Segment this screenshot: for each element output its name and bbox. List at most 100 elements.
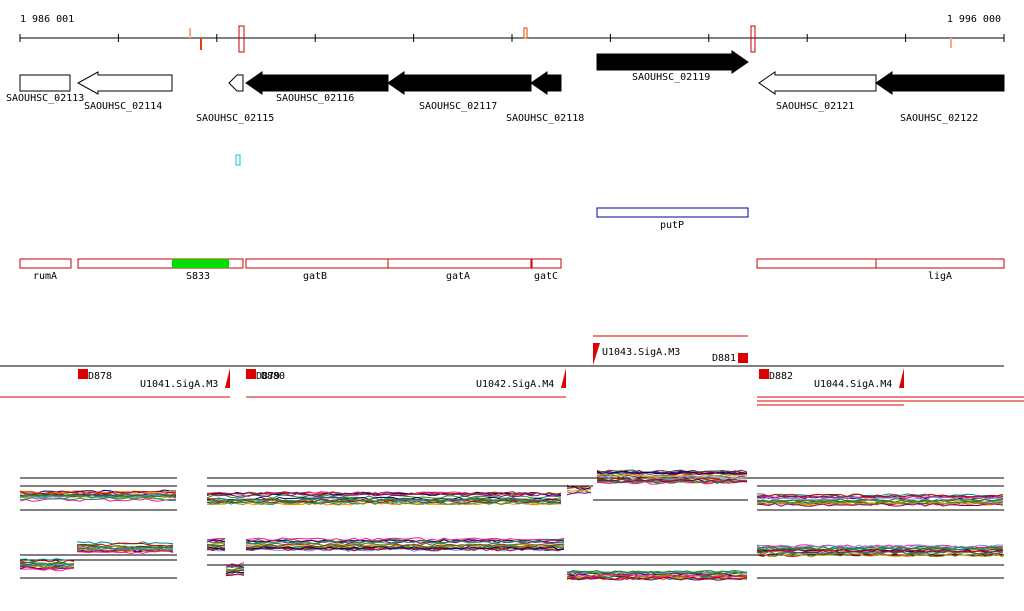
ruler-end-label: 1 996 000	[947, 14, 1001, 25]
expression-profile-line	[756, 553, 1004, 558]
operon-label-ligA: ligA	[928, 271, 952, 282]
expression-profile-line	[206, 498, 562, 503]
expression-profile-line	[566, 576, 748, 581]
transcript-track: D878 U1041.SigA.M3 D879 D880 U1042.SigA.…	[0, 335, 1024, 406]
transcript-marker-D881[interactable]	[738, 353, 748, 363]
expression-profile-line	[756, 544, 1004, 549]
transcript-marker-D878[interactable]	[78, 369, 88, 379]
expression-profile-line	[596, 469, 748, 474]
ruler-marker	[750, 25, 756, 53]
ruler-marker	[238, 25, 245, 53]
gene-label-02116: SAOUHSC_02116	[276, 93, 354, 104]
expression-profile-line	[596, 477, 748, 482]
gene-arrow-02118[interactable]	[530, 71, 562, 95]
operon-label-rumA: rumA	[33, 271, 57, 282]
expression-profile-line	[19, 544, 174, 566]
gene-label-02113: SAOUHSC_02113	[6, 93, 84, 104]
operon-box-ligA-left[interactable]	[756, 258, 877, 269]
expression-profile-line	[19, 550, 174, 572]
gene-label-02121: SAOUHSC_02121	[776, 101, 854, 112]
transcript-label-U1042: U1042.SigA.M4	[476, 379, 554, 390]
operon-box-gatA[interactable]	[387, 258, 532, 269]
expression-profile-line	[756, 493, 1004, 498]
transcript-label-D880: D880	[261, 371, 285, 382]
gene-arrow-02117[interactable]	[387, 71, 532, 95]
expression-profile-line	[596, 478, 748, 483]
transcript-label-D881: D881	[712, 353, 736, 364]
operon-box-gatC[interactable]	[531, 258, 562, 269]
ruler-marker	[523, 27, 528, 39]
gene-arrow-02119[interactable]	[596, 50, 749, 74]
expression-profile-line	[566, 569, 748, 574]
ruler-start-label: 1 986 001	[20, 14, 74, 25]
expression-profile-line	[19, 547, 174, 568]
operon-label-gatC: gatC	[534, 271, 558, 282]
transcript-marker-D882[interactable]	[759, 369, 769, 379]
gene-label-02122: SAOUHSC_02122	[900, 113, 978, 124]
expression-profile-line	[596, 475, 747, 479]
expression-profile-line	[566, 490, 592, 495]
putP-label: putP	[660, 220, 684, 231]
expression-profile-line	[756, 499, 1004, 504]
gene-arrow-02114[interactable]	[76, 71, 173, 95]
transcript-marker-D879[interactable]	[246, 369, 256, 379]
expression-profile-line	[566, 573, 748, 578]
cyan-marker	[235, 154, 241, 166]
expression-profile-line	[566, 573, 748, 578]
putP-feature[interactable]: putP	[596, 207, 749, 231]
expression-profile-line	[19, 497, 177, 502]
transcript-label-D879: D879	[256, 371, 280, 382]
operon-box-gatB[interactable]	[245, 258, 389, 269]
gene-arrow-02116[interactable]	[245, 71, 389, 95]
ruler-ticks	[19, 34, 1005, 42]
transcript-label-U1041: U1041.SigA.M3	[140, 379, 218, 390]
expression-profile-line	[206, 540, 565, 569]
transcript-label-D878: D878	[88, 371, 112, 382]
expression-profile-line	[596, 470, 748, 476]
operon-box-rumA[interactable]	[19, 258, 72, 269]
ruler-marker	[189, 28, 191, 38]
sigma-highlight	[172, 259, 229, 268]
operon-label-S833: S833	[186, 271, 210, 282]
expression-profile-line	[756, 550, 1004, 555]
ruler-marker	[200, 38, 202, 50]
expression-profile-line	[566, 488, 592, 492]
operon-track: rumA S833 gatB gatA gatC ligA	[19, 258, 1005, 282]
expression-profile-line	[756, 545, 1004, 550]
expression-profile-line	[19, 541, 174, 562]
gene-track: SAOUHSC_02113 SAOUHSC_02114 SAOUHSC_0211…	[6, 50, 1005, 124]
expression-profile-line	[566, 484, 592, 489]
expression-profile-line	[206, 537, 565, 566]
gene-arrow-02121[interactable]	[758, 71, 877, 95]
expression-profile-line	[756, 498, 1004, 503]
expression-profile-line	[206, 547, 565, 576]
expression-profile-line	[206, 547, 565, 576]
putP-box[interactable]	[596, 207, 749, 218]
transcript-label-U1043: U1043.SigA.M3	[602, 347, 680, 358]
gene-arrow-02113[interactable]	[19, 74, 71, 92]
ruler-marker	[950, 38, 952, 48]
expression-profile-line	[756, 548, 1004, 553]
expression-profile-line	[19, 493, 177, 498]
expression-profile-line	[206, 543, 565, 573]
expression-profile-line	[206, 546, 565, 575]
promoter-flag	[225, 368, 230, 388]
expression-profile-line	[206, 499, 562, 504]
expression-profile-line	[206, 501, 562, 506]
promoter-flag	[561, 368, 566, 388]
expression-profile-line	[756, 496, 1004, 501]
operon-label-gatB: gatB	[303, 271, 327, 282]
expression-profile-line	[566, 491, 592, 496]
operon-box-ligA[interactable]	[875, 258, 1005, 269]
expression-profile-line	[596, 473, 748, 478]
promoter-flag	[899, 368, 904, 388]
gene-label-02117: SAOUHSC_02117	[419, 101, 497, 112]
gene-arrow-02115[interactable]	[228, 74, 244, 92]
gene-arrow-02122[interactable]	[875, 71, 1005, 95]
operon-box-S833[interactable]	[77, 258, 244, 269]
expression-profile-line	[206, 491, 562, 496]
expression-profile-tracks	[19, 469, 1004, 581]
expression-profile-line	[19, 494, 177, 499]
expression-profile-line	[19, 490, 177, 495]
